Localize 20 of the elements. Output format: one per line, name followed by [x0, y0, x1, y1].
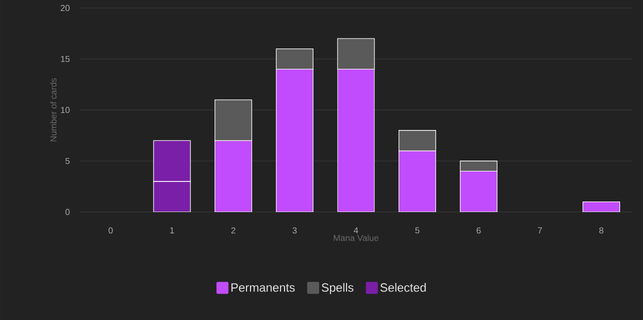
x-tick-label: 0 — [108, 227, 113, 234]
y-tick-label: 0 — [65, 208, 70, 216]
x-tick-label: 5 — [415, 227, 420, 234]
x-tick-label: 3 — [292, 227, 297, 234]
x-tick-label: 4 — [354, 227, 358, 234]
x-tick-label: 6 — [476, 227, 481, 234]
legend-label: Permanents — [231, 283, 295, 292]
legend-label: Spells — [322, 282, 354, 294]
y-tick-label: 15 — [60, 56, 70, 62]
x-axis-title: Mana Value — [334, 234, 378, 242]
x-tick-label: 1 — [170, 227, 174, 234]
legend-label: Selected — [380, 282, 426, 292]
y-tick-label: 5 — [66, 158, 70, 164]
x-tick-label: 7 — [538, 227, 542, 234]
y-axis-title: Number of cards — [50, 78, 56, 142]
y-tick-label: 10 — [60, 106, 70, 114]
y-tick-label: 20 — [60, 4, 70, 12]
bar — [582, 201, 620, 212]
x-tick-label: 2 — [231, 227, 236, 234]
x-tick-label: 8 — [599, 227, 604, 234]
